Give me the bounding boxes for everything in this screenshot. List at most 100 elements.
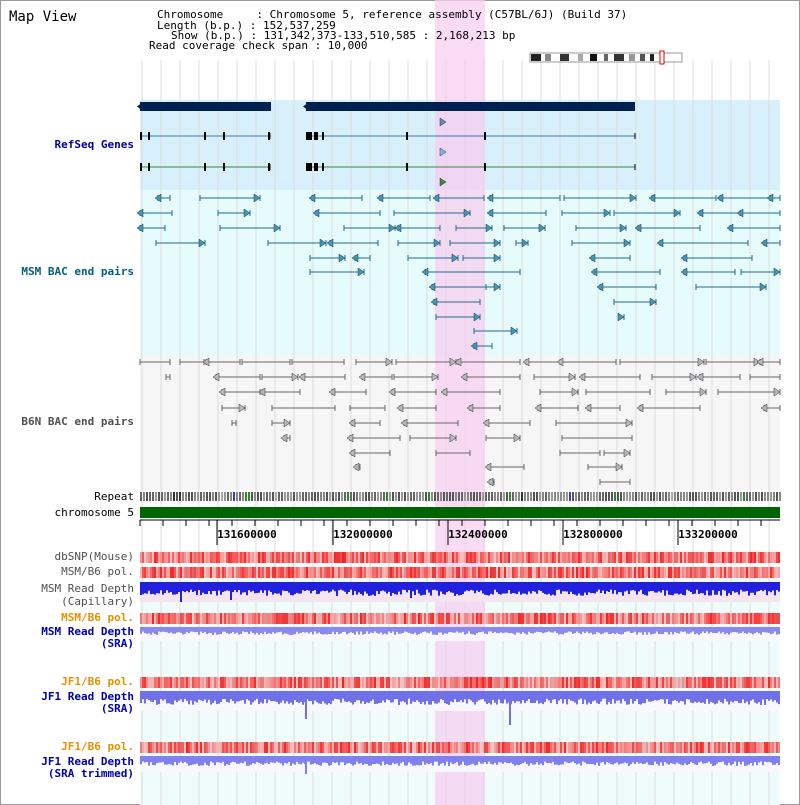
b6n-bac-arrow[interactable] xyxy=(202,357,210,367)
track-label-dbsnp[interactable]: dbSNP(Mouse) xyxy=(54,550,134,563)
b6n-bac-arrow[interactable] xyxy=(298,372,306,382)
track-label-refseq[interactable]: RefSeq Genes xyxy=(54,138,134,151)
b6n-bac-arrow[interactable] xyxy=(615,462,623,472)
msm-bac-arrow[interactable] xyxy=(154,193,162,203)
b6n-bac-arrow[interactable] xyxy=(578,372,586,382)
msm-bac-arrow[interactable] xyxy=(773,267,781,277)
msm-bac-arrow[interactable] xyxy=(617,312,625,322)
msm-bac-arrow[interactable] xyxy=(493,238,501,248)
b6n-bac-arrow[interactable] xyxy=(697,357,705,367)
b6n-bac-arrow[interactable] xyxy=(486,477,494,487)
b6n-bac-arrow[interactable] xyxy=(625,418,633,428)
gene-marker[interactable] xyxy=(439,177,447,187)
msm-bac-arrow[interactable] xyxy=(326,238,334,248)
msm-bac-arrow[interactable] xyxy=(394,223,402,233)
msm-bac-arrow[interactable] xyxy=(648,193,656,203)
b6n-bac-arrow[interactable] xyxy=(449,357,457,367)
track-label-msm-bac[interactable]: MSM BAC end pairs xyxy=(21,265,134,278)
msm-bac-arrow[interactable] xyxy=(432,193,440,203)
track-label-msm-b6-pol-1[interactable]: MSM/B6 pol. xyxy=(61,565,134,578)
msm-bac-arrow[interactable] xyxy=(388,223,396,233)
msm-bac-arrow[interactable] xyxy=(428,282,436,292)
track-label-b6n-bac[interactable]: B6N BAC end pairs xyxy=(21,415,134,428)
msm-bac-arrow[interactable] xyxy=(351,253,359,263)
b6n-bac-arrow[interactable] xyxy=(584,403,592,413)
b6n-bac-arrow[interactable] xyxy=(348,448,356,458)
msm-bac-arrow[interactable] xyxy=(493,282,501,292)
b6n-bac-arrow[interactable] xyxy=(283,418,291,428)
msm-bac-arrow[interactable] xyxy=(376,193,384,203)
ideogram-position-marker[interactable] xyxy=(659,50,665,65)
gene-bar[interactable] xyxy=(306,102,635,111)
b6n-bac-arrow[interactable] xyxy=(696,372,704,382)
msm-bac-arrow[interactable] xyxy=(766,193,774,203)
msm-bac-arrow[interactable] xyxy=(716,193,724,203)
b6n-bac-arrow[interactable] xyxy=(773,387,781,397)
msm-bac-arrow[interactable] xyxy=(451,253,459,263)
chromosome-bar[interactable] xyxy=(140,507,780,518)
b6n-bac-arrow[interactable] xyxy=(484,462,492,472)
msm-bac-arrow[interactable] xyxy=(312,208,320,218)
msm-bac-arrow[interactable] xyxy=(629,193,637,203)
msm-bac-arrow[interactable] xyxy=(673,208,681,218)
msm-bac-arrow[interactable] xyxy=(136,223,144,233)
b6n-bac-arrow[interactable] xyxy=(218,387,226,397)
track-label-jf1-b6-pol-2[interactable]: JF1/B6 pol. xyxy=(61,740,134,753)
b6n-bac-arrow[interactable] xyxy=(352,462,360,472)
msm-bac-arrow[interactable] xyxy=(486,193,494,203)
b6n-bac-arrow[interactable] xyxy=(348,418,356,428)
b6n-bac-arrow[interactable] xyxy=(568,372,576,382)
gene-marker[interactable] xyxy=(439,117,447,127)
b6n-bac-arrow[interactable] xyxy=(238,403,246,413)
b6n-bac-arrow[interactable] xyxy=(571,387,579,397)
msm-bac-arrow[interactable] xyxy=(433,238,441,248)
track-label-msm-depth-capillary-1[interactable]: MSM Read Depth xyxy=(41,582,134,595)
msm-bac-arrow[interactable] xyxy=(308,193,316,203)
b6n-bac-arrow[interactable] xyxy=(756,357,764,367)
b6n-bac-arrow[interactable] xyxy=(400,418,408,428)
highlight-region[interactable] xyxy=(435,0,485,805)
msm-bac-arrow[interactable] xyxy=(421,267,429,277)
msm-bac-arrow[interactable] xyxy=(486,208,494,218)
b6n-bac-arrow[interactable] xyxy=(482,418,490,428)
b6n-bac-arrow[interactable] xyxy=(689,372,697,382)
msm-bac-arrow[interactable] xyxy=(430,297,438,307)
b6n-bac-arrow[interactable] xyxy=(513,433,521,443)
msm-bac-arrow[interactable] xyxy=(470,341,478,351)
msm-bac-arrow[interactable] xyxy=(521,238,529,248)
b6n-bac-arrow[interactable] xyxy=(385,357,393,367)
track-label-msm-b6-pol-2[interactable]: MSM/B6 pol. xyxy=(61,611,134,624)
track-label-jf1-b6-pol-1[interactable]: JF1/B6 pol. xyxy=(61,675,134,688)
b6n-bac-arrow[interactable] xyxy=(522,357,530,367)
msm-bac-arrow[interactable] xyxy=(485,223,493,233)
msm-bac-arrow[interactable] xyxy=(759,282,767,292)
b6n-bac-arrow[interactable] xyxy=(396,403,404,413)
b6n-bac-arrow[interactable] xyxy=(454,357,462,367)
msm-bac-arrow[interactable] xyxy=(726,223,734,233)
msm-bac-arrow[interactable] xyxy=(596,282,604,292)
track-label-jf1-depth-sra-1[interactable]: JF1 Read Depth xyxy=(41,690,134,703)
msm-bac-arrow[interactable] xyxy=(760,238,768,248)
b6n-bac-arrow[interactable] xyxy=(636,403,644,413)
b6n-bac-arrow[interactable] xyxy=(556,357,564,367)
b6n-bac-arrow[interactable] xyxy=(358,372,366,382)
b6n-bac-arrow[interactable] xyxy=(449,433,457,443)
msm-bac-arrow[interactable] xyxy=(473,312,481,322)
msm-bac-arrow[interactable] xyxy=(680,253,688,263)
b6n-bac-arrow[interactable] xyxy=(460,372,468,382)
msm-bac-arrow[interactable] xyxy=(656,238,664,248)
msm-bac-arrow[interactable] xyxy=(680,267,688,277)
msm-bac-arrow[interactable] xyxy=(538,223,546,233)
msm-bac-arrow[interactable] xyxy=(338,253,346,263)
msm-bac-arrow[interactable] xyxy=(588,253,596,263)
track-label-msm-depth-sra-1[interactable]: MSM Read Depth xyxy=(41,625,134,638)
b6n-bac-arrow[interactable] xyxy=(346,433,354,443)
gene-bar[interactable] xyxy=(140,102,271,111)
b6n-bac-arrow[interactable] xyxy=(212,372,220,382)
b6n-bac-arrow[interactable] xyxy=(534,403,542,413)
msm-bac-arrow[interactable] xyxy=(243,208,251,218)
msm-bac-arrow[interactable] xyxy=(463,208,471,218)
b6n-bac-arrow[interactable] xyxy=(431,372,439,382)
b6n-bac-arrow[interactable] xyxy=(623,448,631,458)
